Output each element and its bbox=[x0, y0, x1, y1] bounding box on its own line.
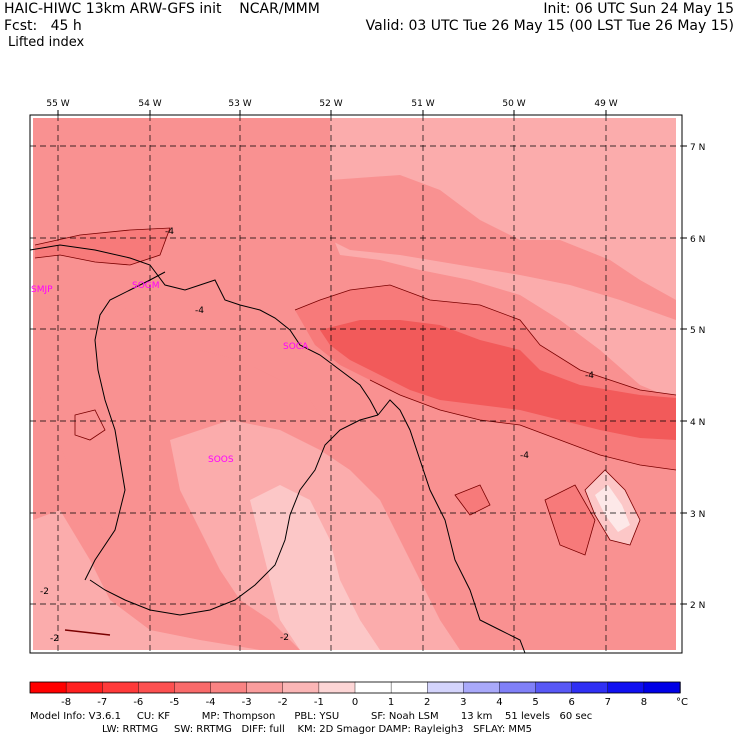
colorbar-tick-label: 4 bbox=[496, 697, 502, 708]
coastlines-borders bbox=[30, 244, 526, 653]
field-minus3-band bbox=[330, 175, 676, 320]
colorbar-swatch bbox=[102, 681, 140, 694]
lat-label: 2 N bbox=[690, 601, 705, 611]
colorbar-swatch bbox=[390, 681, 428, 694]
lon-label: 52 W bbox=[319, 99, 342, 109]
border-suriname-brazil bbox=[89, 414, 379, 616]
colorbar-swatch bbox=[643, 681, 681, 694]
colorbar-swatch bbox=[354, 681, 392, 694]
colorbar-tick-label: -3 bbox=[242, 697, 252, 708]
colorbar-swatch bbox=[535, 681, 573, 694]
colorbar-tick-label: 2 bbox=[424, 697, 430, 708]
model-info-line2: LW: RRTMG SW: RRTMG DIFF: full KM: 2D Sm… bbox=[102, 724, 532, 735]
colorbar-tick-label: -2 bbox=[278, 697, 288, 708]
init-time: Init: 06 UTC Sun 24 May 15 bbox=[543, 1, 734, 17]
contour-patch2 bbox=[544, 484, 596, 556]
lat-label: 6 N bbox=[690, 235, 705, 245]
colorbar-frame bbox=[29, 681, 681, 694]
colorbar-tick-label: 7 bbox=[605, 697, 611, 708]
coastline bbox=[30, 244, 379, 416]
colorbar-swatch bbox=[29, 681, 67, 694]
lat-lon-grid bbox=[30, 115, 682, 653]
lon-label: 55 W bbox=[46, 99, 69, 109]
contour-label: -2 bbox=[40, 587, 49, 597]
colorbar-swatch bbox=[65, 681, 103, 694]
colorbar-tick-label: 1 bbox=[388, 697, 394, 708]
station-label: SOCA bbox=[283, 342, 309, 352]
colorbar-unit: °C bbox=[676, 697, 688, 708]
colorbar-tick-label: 6 bbox=[568, 697, 574, 708]
colorbar-swatch bbox=[282, 681, 320, 694]
contour-bullseye bbox=[584, 469, 641, 546]
lat-label: 7 N bbox=[690, 143, 705, 153]
contour-label: -4 bbox=[520, 451, 529, 461]
station-label: SMJP bbox=[31, 285, 53, 295]
colorbar-swatch bbox=[318, 681, 356, 694]
lon-label: 50 W bbox=[502, 99, 525, 109]
lon-label: 49 W bbox=[594, 99, 617, 109]
field-minus4-patch1 bbox=[455, 485, 490, 515]
lat-label: 4 N bbox=[690, 418, 705, 428]
colorbar-swatch bbox=[246, 681, 284, 694]
contour-label: -2 bbox=[50, 634, 59, 644]
axis-ticks bbox=[57, 110, 687, 605]
colorbar-tick-label: 0 bbox=[352, 697, 358, 708]
contour-lines bbox=[34, 227, 677, 636]
colorbar-swatch bbox=[138, 681, 176, 694]
field-minus4-north bbox=[35, 228, 170, 265]
colorbar-tick-label: 5 bbox=[532, 697, 538, 708]
colorbar-swatch bbox=[210, 681, 248, 694]
contour-west-blob bbox=[74, 409, 106, 441]
field-title: Lifted index bbox=[8, 35, 85, 50]
model-run-title: HAIC-HIWC 13km ARW-GFS init NCAR/MMM bbox=[4, 1, 320, 17]
contour-minus4-south bbox=[369, 379, 677, 471]
field-zero-bullseye bbox=[595, 485, 630, 532]
contour-label: -4 bbox=[195, 306, 204, 316]
lat-label: 3 N bbox=[690, 510, 705, 520]
colorbar-tick-label: -8 bbox=[61, 697, 71, 708]
model-info-line1: Model Info: V3.6.1 CU: KF MP: Thompson P… bbox=[30, 711, 593, 722]
border-french-guiana-brazil bbox=[377, 399, 526, 653]
colorbar-tick-label: 3 bbox=[460, 697, 466, 708]
contour-south-dash bbox=[64, 629, 111, 636]
lat-label: 5 N bbox=[690, 326, 705, 336]
colorbar-tick-label: 8 bbox=[641, 697, 647, 708]
colorbar-swatch bbox=[607, 681, 645, 694]
colorbar-swatch bbox=[463, 681, 501, 694]
colorbar bbox=[29, 681, 681, 694]
lon-label: 53 W bbox=[228, 99, 251, 109]
contour-label: -2 bbox=[280, 633, 289, 643]
colorbar-ticks: -8 -7 -6 -5 -4 -3 -2 -1 0 1 2 3 4 5 6 7 8 bbox=[61, 697, 647, 708]
field-minus1-south bbox=[250, 485, 380, 650]
lon-label: 51 W bbox=[411, 99, 434, 109]
colorbar-tick-label: -7 bbox=[97, 697, 107, 708]
colorbar-tick-label: -6 bbox=[133, 697, 143, 708]
station-label: SOOS bbox=[208, 455, 234, 465]
forecast-hour: Fcst: 45 h bbox=[4, 18, 82, 34]
colorbar-swatch bbox=[427, 681, 465, 694]
border-suriname-guyana bbox=[84, 271, 166, 581]
valid-time: Valid: 03 UTC Tue 26 May 15 (00 LST Tue … bbox=[365, 18, 734, 34]
colorbar-tick-label: -1 bbox=[314, 697, 324, 708]
colorbar-swatch bbox=[571, 681, 609, 694]
field-minus2-southwest bbox=[33, 510, 260, 650]
contour-label: -4 bbox=[165, 227, 174, 237]
colorbar-swatch bbox=[174, 681, 212, 694]
station-label: SOGM bbox=[132, 281, 160, 291]
colorbar-swatch bbox=[499, 681, 537, 694]
colorbar-tick-label: -5 bbox=[169, 697, 179, 708]
lon-label: 54 W bbox=[138, 99, 161, 109]
contour-minus4-north bbox=[34, 227, 171, 266]
contour-label: -4 bbox=[585, 371, 594, 381]
colorbar-tick-label: -4 bbox=[206, 697, 216, 708]
contour-minus4-coastal bbox=[294, 284, 677, 396]
field-minus5-core bbox=[320, 320, 676, 440]
map-frame bbox=[29, 114, 683, 654]
contour-patch1 bbox=[454, 484, 491, 516]
